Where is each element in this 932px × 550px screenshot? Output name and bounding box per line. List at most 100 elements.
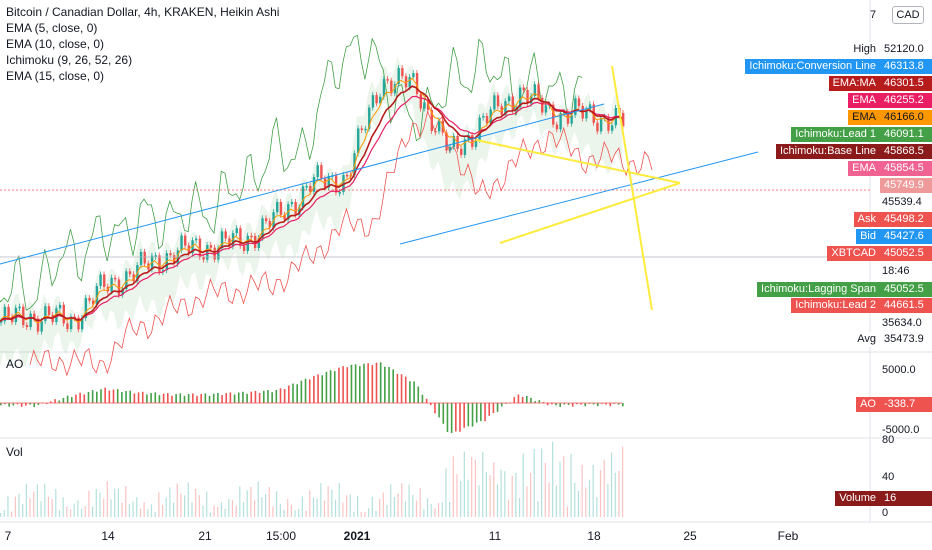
volume-pane-title: Vol <box>6 445 23 459</box>
time-axis-tick: 21 <box>198 529 212 543</box>
ao-bar <box>100 389 102 403</box>
price-candle <box>58 304 62 309</box>
price-candle <box>552 104 555 125</box>
ao-bar <box>480 403 482 422</box>
volume-bar <box>323 500 326 517</box>
volume-bar <box>577 490 580 517</box>
price-candle <box>437 120 441 132</box>
volume-bar <box>331 489 333 517</box>
volume-bar <box>161 504 164 517</box>
price-tag-name: EMA <box>848 93 880 108</box>
price-candle <box>393 84 397 94</box>
volume-bar <box>298 508 300 517</box>
price-candle <box>18 306 21 309</box>
price-candle <box>235 228 238 234</box>
ao-bar <box>70 397 73 403</box>
ao-bar <box>179 393 182 403</box>
ao-bar <box>258 393 261 403</box>
volume-tag-value: 16 <box>880 491 932 506</box>
ao-bar <box>455 403 457 432</box>
price-axis-label: 35634.0 <box>882 317 922 329</box>
ao-bar <box>567 403 570 405</box>
volume-bar <box>386 504 388 517</box>
ao-bar <box>346 367 349 403</box>
ao-bar <box>25 403 27 406</box>
volume-bar <box>172 502 175 517</box>
price-tag: Ask 45498.2 <box>853 212 932 227</box>
volume-bar <box>125 486 127 517</box>
price-candle <box>412 73 415 78</box>
ao-bar <box>521 396 524 403</box>
volume-bar <box>202 505 204 517</box>
volume-bar <box>279 503 281 517</box>
indicator-ema10-label[interactable]: EMA (10, close, 0) <box>6 37 105 51</box>
volume-bar <box>607 483 609 517</box>
ao-bar <box>367 363 369 403</box>
price-candle <box>596 122 599 132</box>
volume-bar <box>603 459 605 517</box>
volume-bar <box>618 470 620 517</box>
price-candle <box>607 116 610 131</box>
ao-bar <box>221 395 223 403</box>
price-candle <box>276 201 279 213</box>
volume-bar <box>485 471 488 517</box>
price-tag-value: 35473.9 <box>880 332 932 347</box>
price-candle <box>577 98 581 106</box>
indicator-ichimoku-label[interactable]: Ichimoku (9, 26, 52, 26) <box>6 53 133 67</box>
ichimoku-lagging-span-line <box>0 34 583 311</box>
ao-bar <box>4 403 6 405</box>
price-candle <box>154 255 157 257</box>
ao-bar <box>434 403 436 414</box>
volume-bar <box>478 485 480 517</box>
price-tag: Ichimoku:Conversion Line 46313.8 <box>745 59 932 74</box>
price-candle <box>533 84 537 97</box>
volume-bar <box>264 494 267 517</box>
volume-bar <box>206 491 208 517</box>
ao-value-tag: AO -338.7 <box>856 397 932 412</box>
ao-bar <box>438 403 440 418</box>
price-tag-name: EMA:MA <box>828 76 880 91</box>
volume-bar <box>496 484 499 517</box>
indicator-ema15-label[interactable]: EMA (15, close, 0) <box>6 69 105 83</box>
volume-bar <box>117 488 119 517</box>
price-candle <box>463 139 467 155</box>
currency-button[interactable]: CAD <box>892 6 924 24</box>
volume-bar <box>316 498 318 517</box>
price-candle <box>84 298 88 318</box>
price-tag: 45749.9 <box>872 178 932 193</box>
price-tag-name: XBTCAD <box>827 246 880 261</box>
volume-bar <box>187 482 189 517</box>
price-candle <box>158 255 161 273</box>
ao-bar <box>325 371 328 403</box>
price-candle <box>526 90 529 104</box>
price-tag-value: 45052.5 <box>880 282 932 297</box>
price-candle <box>14 307 18 323</box>
ao-bar <box>609 403 612 407</box>
ao-bar <box>254 390 257 403</box>
price-tag-value: 46091.1 <box>880 127 932 142</box>
volume-bar <box>114 488 116 517</box>
chart-title: Bitcoin / Canadian Dollar, 4h, KRAKEN, H… <box>6 5 280 19</box>
price-candle <box>22 306 25 326</box>
ichimoku-lead2-line <box>29 110 653 377</box>
price-candle <box>121 289 124 295</box>
price-candle <box>62 304 65 324</box>
price-tag: EMA 46255.2 <box>848 93 932 108</box>
price-candle <box>360 128 364 130</box>
price-candle <box>599 118 603 132</box>
ao-bar <box>141 391 144 403</box>
ao-bar <box>425 398 428 403</box>
volume-bar <box>338 483 340 517</box>
ao-bar <box>342 366 344 403</box>
ao-bar <box>463 403 465 428</box>
volume-bar <box>334 499 337 517</box>
volume-bar <box>246 490 248 517</box>
volume-bar <box>257 481 259 517</box>
volume-bar <box>463 451 465 517</box>
indicator-ema5-label[interactable]: EMA (5, close, 0) <box>6 21 98 35</box>
volume-bar <box>294 510 296 517</box>
volume-axis-label: 40 <box>882 471 895 483</box>
volume-bar <box>434 508 436 517</box>
volume-bar <box>132 501 134 517</box>
